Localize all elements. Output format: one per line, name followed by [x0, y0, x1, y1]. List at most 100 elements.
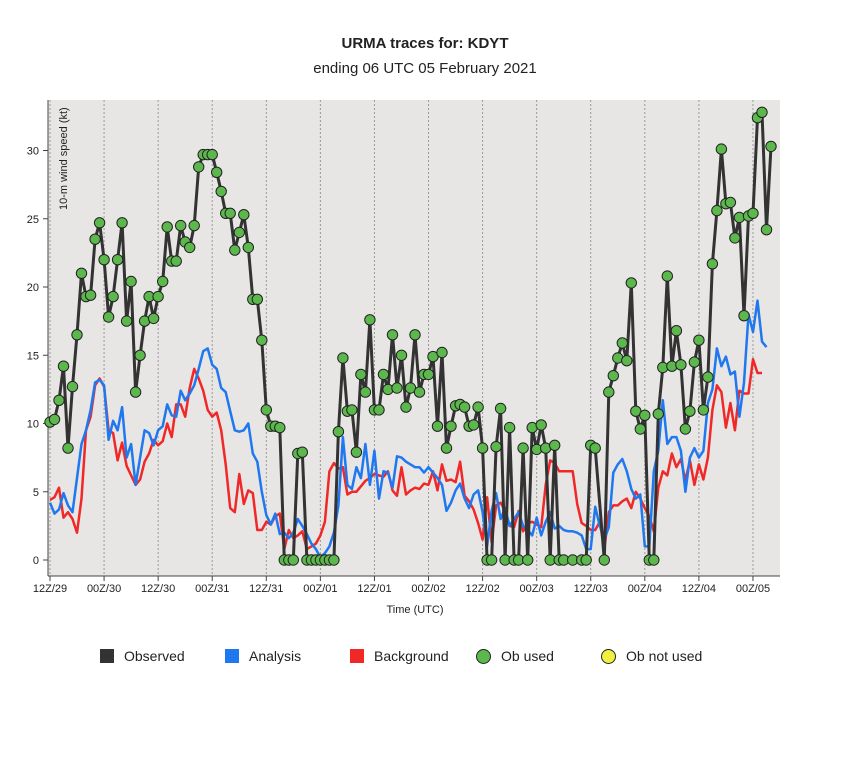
ob-used-point: [211, 166, 223, 179]
ob-used-point: [175, 219, 187, 232]
ob-used-point: [616, 337, 628, 349]
ob-used-point: [436, 346, 448, 359]
ob-used-point: [332, 426, 345, 438]
ob-used-point: [328, 554, 340, 566]
legend-background: Background: [350, 648, 449, 664]
ob-used-point: [639, 409, 651, 421]
x-tick-label: 00Z/05: [736, 583, 770, 595]
ob-used-point: [485, 554, 498, 566]
ob-used-point: [729, 232, 741, 244]
legend-ob-used: Ob used: [476, 648, 554, 664]
ob-used-point: [661, 270, 673, 282]
ob-used-point: [715, 143, 728, 155]
ob-used-point: [120, 315, 133, 327]
x-tick-label: 12Z/01: [357, 583, 391, 595]
ob-used-point: [170, 255, 182, 267]
ob-used-point: [129, 386, 142, 398]
ob-used-point: [621, 355, 633, 367]
ob-used-point: [494, 402, 507, 415]
ob-used-point: [48, 413, 61, 426]
legend-ob-used-label: Ob used: [501, 648, 554, 664]
ob-used-point: [238, 209, 250, 221]
ob-used-point: [431, 420, 444, 432]
ob-used-point: [287, 554, 299, 566]
ob-used-point: [756, 106, 768, 119]
ob-used-point: [652, 408, 664, 420]
ob-used-point: [702, 371, 714, 383]
ob-used-point: [724, 196, 737, 209]
ob-used-point: [251, 293, 263, 305]
ob-used-point: [400, 401, 412, 413]
ob-used-point: [188, 219, 200, 232]
ob-used-point: [738, 310, 750, 322]
ob-used-point: [215, 185, 227, 198]
ob-used-point: [53, 394, 65, 406]
x-tick-label: 12Z/29: [33, 583, 67, 595]
ob-used-point: [134, 349, 146, 361]
ob-used-point: [472, 401, 484, 413]
ob-used-point: [256, 334, 268, 346]
y-axis-label: 10-m wind speed (kt): [58, 107, 70, 210]
y-tick-label: 15: [27, 350, 39, 362]
ob-used-point: [147, 312, 160, 325]
x-tick-label: 00Z/31: [195, 583, 229, 595]
ob-used-point: [224, 207, 236, 220]
ob-used-point: [517, 442, 529, 454]
ob-used-point: [589, 442, 601, 454]
ob-used-dot-icon: [476, 648, 491, 664]
ob-used-point: [102, 311, 115, 323]
x-tick-label: 00Z/01: [303, 583, 337, 595]
chart-subtitle: ending 06 UTC 05 February 2021: [313, 60, 537, 77]
ob-used-point: [765, 140, 777, 153]
ob-used-point: [445, 420, 457, 432]
y-tick-label: 25: [27, 214, 39, 226]
ob-used-point: [634, 423, 646, 435]
legend-background-label: Background: [374, 648, 449, 664]
axis-layer: 12Z/29 00Z/30 12Z/30 00Z/31 12Z/31 00Z/01 12Z/…: [27, 100, 780, 595]
ob-used-point: [233, 226, 246, 239]
x-tick-label: 12Z/31: [249, 583, 283, 595]
ob-used-point: [706, 258, 719, 270]
ob-used-point: [467, 419, 480, 431]
ob-used-point: [580, 554, 592, 566]
legend-analysis: Analysis: [225, 648, 301, 664]
ob-used-point: [503, 421, 516, 434]
ob-used-point: [549, 439, 561, 451]
ob-used-point: [373, 404, 385, 416]
ob-used-point: [409, 329, 421, 341]
y-tick-label: 0: [33, 555, 39, 567]
ob-used-point: [693, 334, 705, 346]
legend: Observed Analysis Background Ob used Ob …: [0, 648, 850, 668]
ob-used-point: [359, 386, 372, 398]
ob-used-point: [675, 359, 687, 371]
analysis-swatch-icon: [225, 649, 239, 663]
ob-used-point: [535, 419, 547, 431]
ob-used-point: [747, 207, 759, 220]
ob-used-point: [346, 404, 358, 416]
ob-used-point: [760, 224, 773, 236]
ob-used-point: [107, 290, 119, 303]
legend-observed-label: Observed: [124, 648, 185, 664]
ob-used-point: [152, 290, 164, 303]
y-tick-label: 20: [27, 282, 39, 294]
ob-used-point: [93, 217, 106, 229]
ob-used-point: [84, 289, 97, 301]
x-tick-label: 12Z/03: [574, 583, 608, 595]
x-tick-label: 12Z/04: [682, 583, 716, 595]
x-tick-label: 00Z/02: [411, 583, 445, 595]
ob-used-point: [193, 161, 205, 173]
legend-observed: Observed: [100, 648, 185, 664]
ob-used-point: [476, 442, 489, 454]
x-tick-label: 12Z/02: [465, 583, 499, 595]
observed-swatch-icon: [100, 649, 114, 663]
legend-ob-not-used: Ob not used: [601, 648, 702, 664]
ob-used-point: [98, 254, 110, 266]
ob-used-point: [57, 360, 70, 372]
ob-used-point: [296, 446, 308, 458]
ob-used-point: [364, 314, 376, 326]
ob-used-point: [229, 244, 241, 256]
ob-used-point: [66, 380, 79, 393]
ob-used-point: [684, 405, 696, 417]
ob-used-point: [157, 275, 169, 288]
marker-layer: [44, 106, 777, 566]
